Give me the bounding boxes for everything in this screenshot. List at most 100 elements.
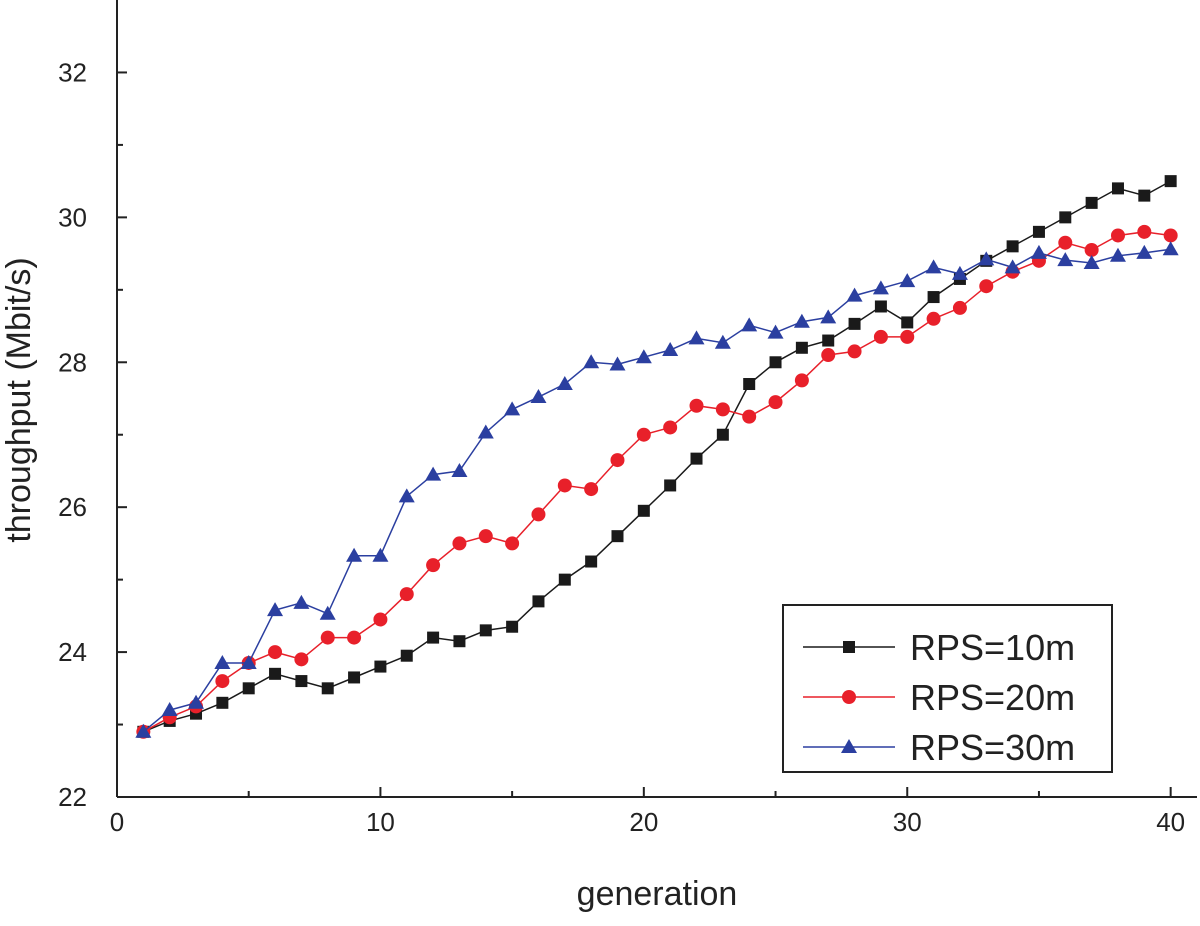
data-point	[479, 624, 492, 637]
data-point	[1162, 241, 1179, 256]
data-point	[926, 311, 941, 326]
data-point	[664, 479, 677, 492]
legend-entry: RPS=30m	[803, 727, 1075, 768]
data-point	[372, 547, 389, 562]
legend-label: RPS=20m	[910, 677, 1075, 718]
axes	[116, 0, 1197, 798]
data-point	[1137, 224, 1152, 239]
data-point	[451, 462, 468, 477]
data-point	[400, 649, 413, 662]
data-point	[1136, 244, 1153, 259]
data-point	[899, 273, 916, 288]
data-point	[347, 630, 362, 645]
x-tick-label: 10	[366, 807, 395, 837]
data-point	[558, 573, 571, 586]
data-point	[822, 334, 835, 347]
data-point	[636, 427, 651, 442]
data-point	[214, 654, 231, 669]
series-rps-10m	[137, 175, 1177, 738]
data-point	[716, 428, 729, 441]
data-point	[188, 694, 205, 709]
data-point	[399, 587, 414, 602]
data-point	[161, 702, 178, 717]
data-point	[216, 696, 229, 709]
data-point	[452, 536, 467, 551]
data-point	[715, 402, 730, 417]
data-point	[1164, 175, 1177, 188]
data-point	[793, 313, 810, 328]
y-tick-label: 24	[58, 637, 87, 667]
data-point	[1058, 235, 1073, 250]
data-point	[267, 602, 284, 617]
data-point	[398, 488, 415, 503]
data-point	[662, 341, 679, 356]
data-point	[951, 265, 968, 280]
data-point	[848, 317, 861, 330]
data-point	[979, 279, 994, 294]
data-point	[925, 259, 942, 274]
data-point	[585, 555, 598, 568]
data-point	[373, 612, 388, 627]
data-point	[1109, 247, 1126, 262]
data-point	[873, 329, 888, 344]
data-point	[426, 558, 441, 573]
legend-marker	[842, 690, 856, 704]
data-point	[635, 349, 652, 364]
ticks	[116, 71, 1172, 798]
data-point	[1138, 189, 1151, 202]
data-point	[506, 620, 519, 633]
data-point	[320, 630, 335, 645]
data-point	[1085, 196, 1098, 209]
data-point	[767, 324, 784, 339]
data-point	[1006, 240, 1019, 253]
data-point	[505, 536, 520, 551]
series-line	[142, 231, 1171, 733]
y-axis-title: throughput (Mbit/s)	[0, 257, 38, 542]
data-point	[531, 507, 546, 522]
data-point	[1059, 211, 1072, 224]
y-tick-label: 32	[58, 57, 87, 87]
legend-label: RPS=30m	[910, 727, 1075, 768]
legend-entry: RPS=10m	[803, 627, 1075, 668]
legend-entry: RPS=20m	[803, 677, 1075, 718]
data-point	[795, 341, 808, 354]
data-point	[900, 329, 915, 344]
legend-marker	[843, 641, 855, 653]
data-point	[741, 317, 758, 332]
data-point	[1032, 225, 1045, 238]
y-tick-label: 30	[58, 202, 87, 232]
data-point	[321, 682, 334, 695]
data-point	[242, 682, 255, 695]
data-point	[348, 671, 361, 684]
data-point	[556, 376, 573, 391]
data-point	[1030, 244, 1047, 259]
data-point	[557, 478, 572, 493]
data-point	[583, 354, 600, 369]
series-rps-30m	[135, 241, 1179, 738]
data-point	[477, 424, 494, 439]
data-point	[689, 398, 704, 413]
data-point	[611, 530, 624, 543]
data-point	[215, 674, 230, 689]
data-point	[821, 348, 836, 363]
series-layer	[135, 175, 1179, 739]
data-point	[637, 504, 650, 517]
x-tick-label: 20	[629, 807, 658, 837]
data-point	[847, 344, 862, 359]
data-point	[135, 723, 152, 738]
data-point	[532, 595, 545, 608]
data-point	[872, 280, 889, 295]
data-point	[425, 466, 442, 481]
data-point	[794, 373, 809, 388]
series-line	[142, 248, 1171, 733]
data-point	[1083, 255, 1100, 270]
data-point	[268, 645, 283, 660]
legend-label: RPS=10m	[910, 627, 1075, 668]
data-point	[769, 356, 782, 369]
series-line	[143, 180, 1172, 733]
data-point	[584, 482, 599, 497]
data-point	[927, 291, 940, 304]
data-point	[901, 316, 914, 329]
data-point	[952, 300, 967, 315]
